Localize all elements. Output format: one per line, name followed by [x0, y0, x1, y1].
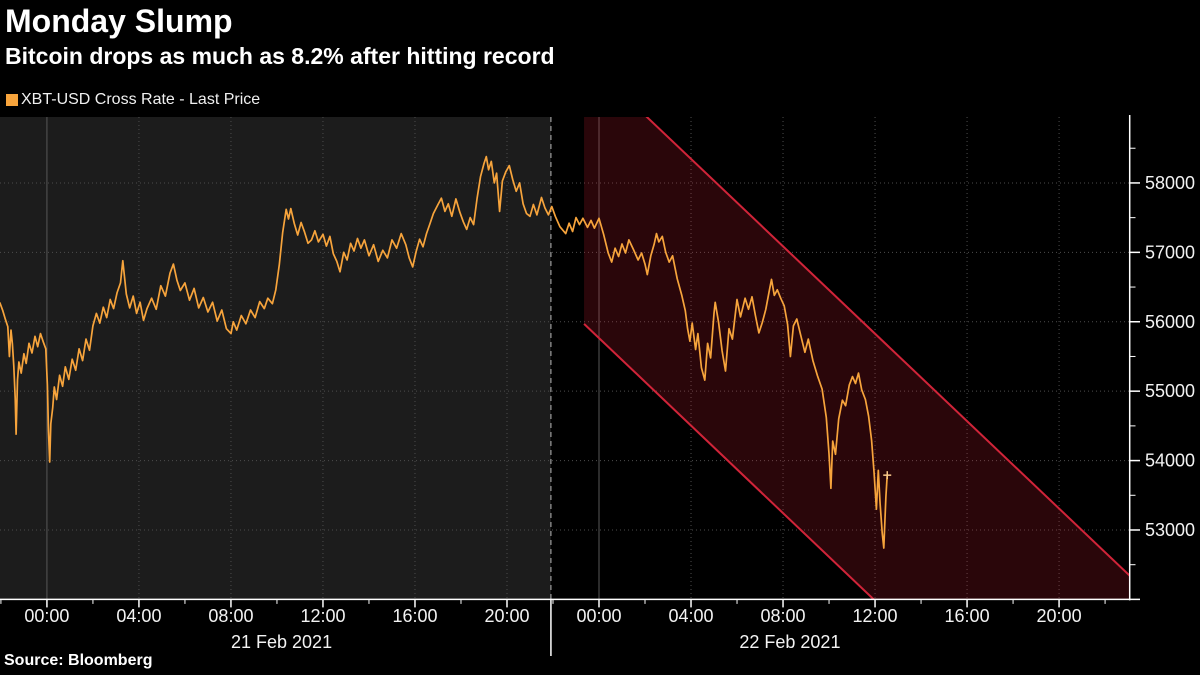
axis-label: 04:00: [116, 606, 161, 626]
axis-label: 08:00: [208, 606, 253, 626]
legend-swatch-icon: [6, 94, 18, 106]
axis-label: 57000: [1145, 242, 1195, 262]
source-note: Source: Bloomberg: [4, 652, 153, 669]
axes: [0, 115, 1140, 601]
axis-label: 20:00: [1037, 606, 1082, 626]
legend-label: XBT-USD Cross Rate - Last Price: [21, 91, 261, 108]
axis-label: 20:00: [484, 606, 529, 626]
axis-label: 16:00: [945, 606, 990, 626]
axis-label: 16:00: [392, 606, 437, 626]
axis-label: 21 Feb 2021: [231, 632, 332, 652]
x-axis-ticks: [0, 599, 1106, 608]
page-subtitle: Bitcoin drops as much as 8.2% after hitt…: [5, 43, 555, 70]
x-tick-labels: 00:00 04:00 08:00 12:00 16:00 20:00 00:00 04:00…: [24, 606, 1081, 626]
page-title: Monday Slump: [5, 3, 233, 39]
chart-grid: [0, 117, 1129, 600]
price-series: [0, 155, 889, 549]
chart-header: Monday Slump Bitcoin drops as much as 8.…: [5, 3, 555, 70]
date-labels: 21 Feb 2021 22 Feb 2021: [231, 632, 840, 652]
axis-label: 58000: [1145, 173, 1195, 193]
axis-label: 56000: [1145, 312, 1195, 332]
axis-label: 12:00: [300, 606, 345, 626]
day-session-shade: [0, 117, 551, 600]
chart-legend: XBT-USD Cross Rate - Last Price: [6, 91, 260, 109]
y-axis-ticks: [1129, 147, 1140, 566]
y-tick-labels: 53000 54000 55000 56000 57000 58000: [1145, 173, 1195, 540]
axis-label: 12:00: [853, 606, 898, 626]
axis-label: 00:00: [576, 606, 621, 626]
trend-channel: [583, 117, 1129, 600]
axis-label: 04:00: [668, 606, 713, 626]
axis-label: 54000: [1145, 451, 1195, 471]
axis-label: 00:00: [24, 606, 69, 626]
last-price-marker: [883, 471, 892, 480]
axis-label: 08:00: [761, 606, 806, 626]
price-line: [0, 155, 889, 549]
axis-label: 22 Feb 2021: [739, 632, 840, 652]
axis-label: 53000: [1145, 520, 1195, 540]
axis-label: 55000: [1145, 381, 1195, 401]
trend-channel-fill: [584, 117, 1129, 600]
